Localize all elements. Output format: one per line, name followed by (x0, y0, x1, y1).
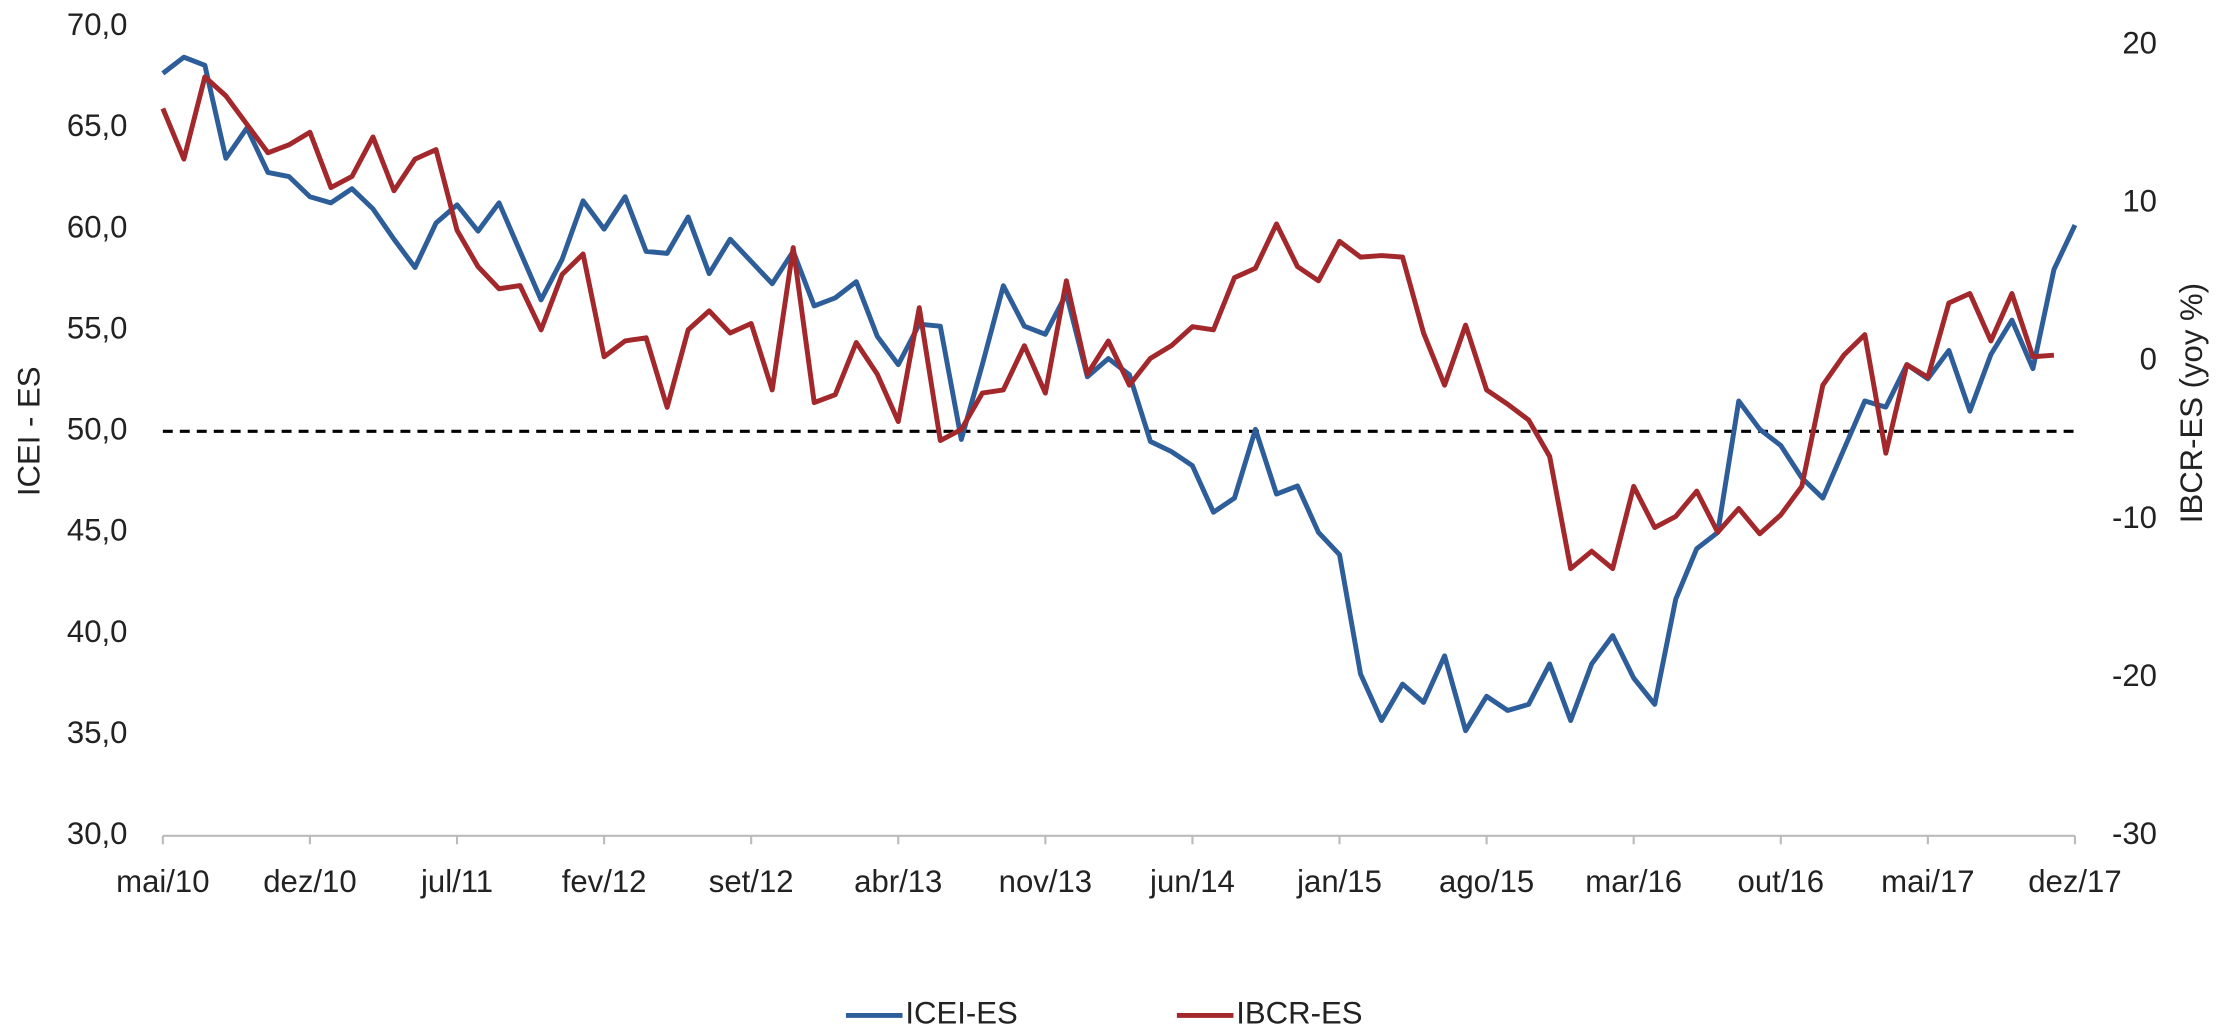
y2-tick-label: 10 (2122, 184, 2157, 219)
y-tick-label: 60,0 (67, 209, 128, 244)
x-tick-label: dez/17 (2028, 864, 2121, 899)
y-tick-label: 35,0 (67, 715, 128, 750)
x-tick-label: jul/11 (420, 864, 493, 899)
x-tick-label: set/12 (709, 864, 794, 899)
x-tick-label: dez/10 (263, 864, 356, 899)
legend-label: ICEI-ES (905, 996, 1017, 1031)
x-tick-label: mai/17 (1881, 864, 1974, 899)
y-tick-label: 40,0 (67, 614, 128, 649)
y2-axis-title: IBCR-ES (yoy %) (2174, 283, 2209, 523)
x-tick-label: fev/12 (562, 864, 647, 899)
x-tick-label: nov/13 (999, 864, 1092, 899)
x-tick-label: mai/10 (116, 864, 209, 899)
legend-label: IBCR-ES (1236, 996, 1362, 1031)
x-tick-label: ago/15 (1439, 864, 1534, 899)
x-tick-label: out/16 (1738, 864, 1825, 899)
series-line (160, 74, 2055, 572)
y-tick-label: 50,0 (67, 412, 128, 447)
y-tick-label: 65,0 (67, 108, 128, 143)
y-tick-label: 55,0 (67, 310, 128, 345)
series-line (161, 54, 2078, 734)
y-tick-label: 30,0 (67, 816, 128, 851)
y-axis-title: ICEI - ES (12, 367, 47, 497)
x-tick-label: jan/15 (1296, 864, 1382, 899)
y2-tick-label: 0 (2140, 342, 2157, 377)
y-tick-label: 45,0 (67, 513, 128, 548)
y2-tick-label: -10 (2112, 500, 2157, 535)
y2-tick-label: 20 (2122, 25, 2157, 60)
x-tick-label: mar/16 (1585, 864, 1682, 899)
x-tick-label: jun/14 (1149, 864, 1235, 899)
x-tick-label: abr/13 (854, 864, 942, 899)
y2-tick-label: -30 (2112, 816, 2157, 851)
y2-tick-label: -20 (2112, 658, 2157, 693)
y-tick-label: 70,0 (67, 7, 128, 42)
